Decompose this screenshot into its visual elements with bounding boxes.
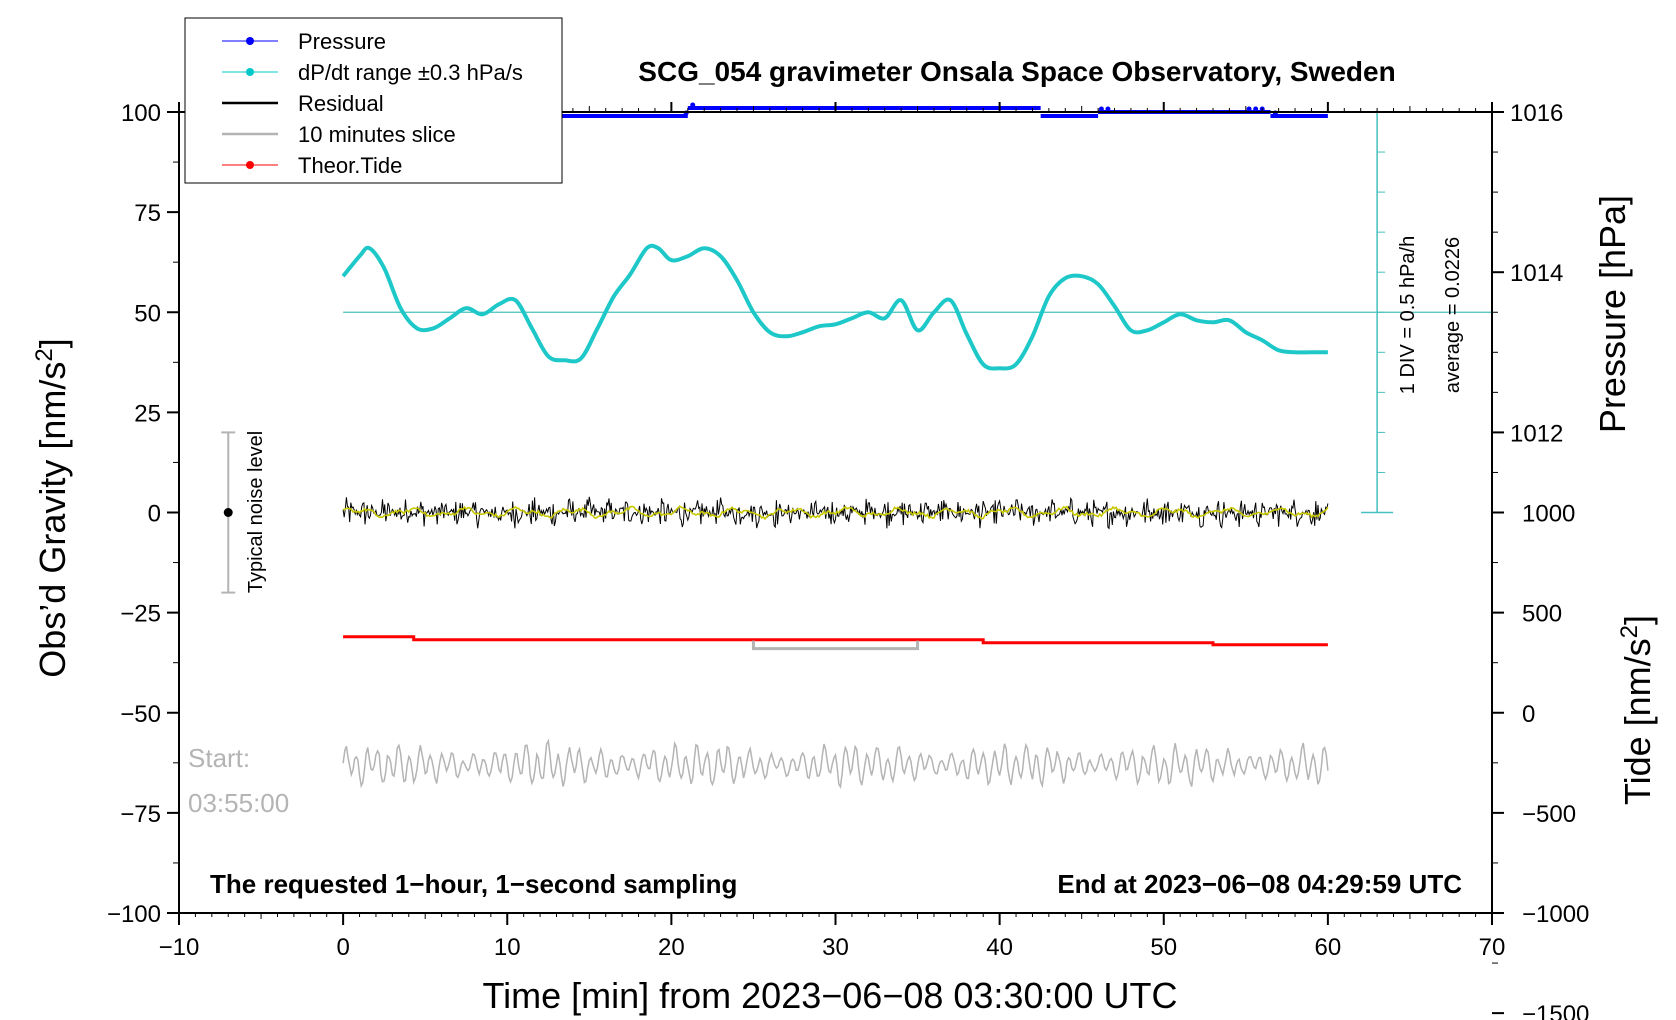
y-axis-title-left: Obs’d Gravity [nm/s2] bbox=[31, 338, 73, 677]
y-tick-label: 100 bbox=[121, 100, 161, 127]
tide-axis-title-end: ] bbox=[1617, 615, 1658, 625]
slice-bracket bbox=[751, 640, 920, 651]
tide-line bbox=[343, 635, 1328, 647]
x-tick-label: 20 bbox=[658, 934, 685, 961]
note-end-time: End at 2023−06−08 04:29:59 UTC bbox=[1057, 869, 1462, 899]
x-tick-label: 60 bbox=[1315, 934, 1342, 961]
noise-bar-group bbox=[221, 431, 236, 594]
tide-axis-title-sup: 2 bbox=[1616, 625, 1643, 638]
legend-label: 10 minutes slice bbox=[298, 122, 456, 147]
pressure-axis-ticks: 1018101610141012 bbox=[1492, 100, 1563, 447]
x-axis-title: Time [min] from 2023−06−08 03:30:00 UTC bbox=[482, 975, 1177, 1016]
y-axis-title-sup: 2 bbox=[31, 348, 58, 361]
chart-title: SCG_054 gravimeter Onsala Space Observat… bbox=[638, 56, 1395, 87]
start-time: 03:55:00 bbox=[188, 788, 289, 818]
start-label: Start: bbox=[188, 743, 250, 773]
y-tick-label: −25 bbox=[120, 601, 161, 628]
dpdt-series-group bbox=[341, 243, 1328, 371]
legend-label: Theor.Tide bbox=[298, 153, 402, 178]
pressure-point bbox=[1246, 106, 1252, 112]
legend-marker bbox=[246, 161, 254, 169]
tide-tick-label: −500 bbox=[1522, 801, 1576, 828]
x-tick-label: −10 bbox=[159, 934, 200, 961]
pressure-tick-label: 1016 bbox=[1510, 100, 1563, 127]
pressure-point bbox=[690, 102, 696, 108]
y-tick-label: 50 bbox=[134, 300, 161, 327]
tide-axis-title-main: Tide [nm/s bbox=[1617, 638, 1658, 805]
legend-label: dP/dt range ±0.3 hPa/s bbox=[298, 60, 523, 85]
legend-label: Residual bbox=[298, 91, 384, 116]
note-sampling: The requested 1−hour, 1−second sampling bbox=[210, 869, 737, 899]
y-axis-title-end: ] bbox=[32, 338, 73, 348]
tide-tick-label: 1000 bbox=[1522, 501, 1575, 528]
y-tick-label: 75 bbox=[134, 200, 161, 227]
x-tick-label: 30 bbox=[822, 934, 849, 961]
smoothed-residual-line bbox=[342, 505, 1329, 521]
tide-axis-ticks: 1000 500 0 −500 −1000 −1500 bbox=[1492, 501, 1589, 1020]
x-tick-label: 40 bbox=[986, 934, 1013, 961]
pressure-tick-label: 1012 bbox=[1510, 420, 1563, 447]
pressure-point bbox=[1098, 106, 1104, 112]
x-axis-ticks: −10 0 10 20 30 40 50 60 70 bbox=[159, 102, 1506, 961]
noise-bar-center bbox=[223, 508, 233, 517]
legend-label: Pressure bbox=[298, 29, 386, 54]
pressure-point bbox=[1105, 106, 1111, 112]
pressure-point bbox=[1253, 106, 1259, 112]
x-tick-label: 0 bbox=[336, 934, 349, 961]
x-tick-label: 10 bbox=[494, 934, 521, 961]
y-tick-label: 25 bbox=[134, 400, 161, 427]
legend-marker bbox=[246, 68, 254, 76]
x-tick-label: 70 bbox=[1479, 934, 1506, 961]
noise-level-label: Typical noise level bbox=[245, 431, 267, 593]
slice-line bbox=[342, 738, 1329, 789]
tide-tick-label: −1000 bbox=[1522, 901, 1589, 928]
slice-series-group bbox=[342, 738, 1329, 789]
y-tick-label: 0 bbox=[148, 501, 161, 528]
y-axis-ticks: 100 75 50 25 0 −25 −50 −75 −100 bbox=[107, 100, 179, 928]
tide-axis-title: Tide [nm/s2] bbox=[1616, 615, 1658, 805]
dpdt-line bbox=[341, 243, 1328, 371]
dpdt-div-label: 1 DIV = 0.5 hPa/h bbox=[1397, 236, 1419, 394]
dpdt-average-label: average = 0.0226 bbox=[1442, 237, 1464, 393]
pressure-tick-label: 1014 bbox=[1510, 260, 1563, 287]
legend-marker bbox=[246, 37, 254, 45]
tide-tick-label: 0 bbox=[1522, 701, 1535, 728]
minor-ticks bbox=[173, 106, 1498, 964]
y-tick-label: −50 bbox=[120, 701, 161, 728]
legend-box bbox=[184, 17, 563, 184]
residual-series-group bbox=[342, 496, 1329, 530]
x-tick-label: 50 bbox=[1150, 934, 1177, 961]
legend: Pressure dP/dt range ±0.3 hPa/s Residual 10… bbox=[184, 17, 563, 184]
pressure-axis-title: Pressure [hPa] bbox=[1592, 195, 1633, 433]
y-tick-label: −75 bbox=[120, 801, 161, 828]
tide-tick-label: 500 bbox=[1522, 601, 1562, 628]
y-axis-title-main: Obs’d Gravity [nm/s bbox=[32, 362, 73, 678]
y-tick-label: −100 bbox=[107, 901, 161, 928]
tide-tick-label: −1500 bbox=[1522, 1001, 1589, 1020]
dpdt-axis-group bbox=[1361, 112, 1394, 514]
tide-series-group bbox=[343, 635, 1328, 651]
